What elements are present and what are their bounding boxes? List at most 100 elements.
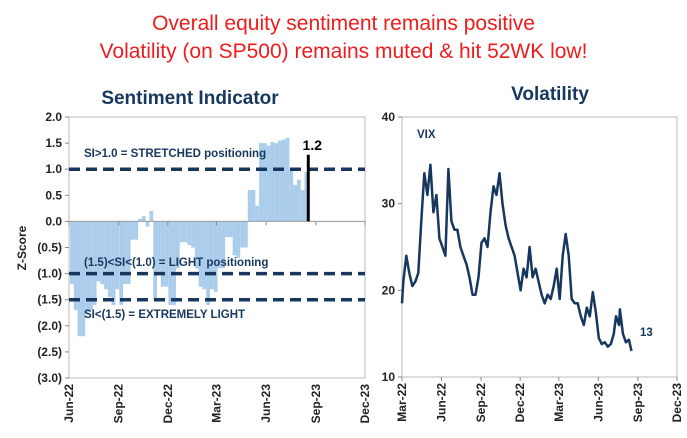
latest-value-label: 1.2 xyxy=(303,137,323,153)
sentiment-x-tick-label: Jun-23 xyxy=(259,384,273,423)
sentiment-bar xyxy=(270,142,275,222)
sentiment-y-tick-label: 1.5 xyxy=(45,136,62,150)
sentiment-bar xyxy=(304,171,309,222)
reference-line-label: SI<(1.5) = EXTREMELY LIGHT xyxy=(84,309,245,321)
sentiment-y-axis-label: Z-Score xyxy=(15,225,29,270)
sentiment-bar xyxy=(213,221,218,292)
sentiment-bar xyxy=(157,221,161,274)
sentiment-bar xyxy=(73,221,78,311)
sentiment-bar xyxy=(134,221,139,240)
sentiment-bar xyxy=(145,221,150,227)
sentiment-bar xyxy=(172,221,176,305)
sentiment-bar xyxy=(175,221,180,269)
sentiment-bar xyxy=(160,221,165,287)
sentiment-x-tick-label: Mar-23 xyxy=(209,384,223,423)
sentiment-bar xyxy=(115,221,120,290)
sentiment-bar xyxy=(88,221,93,311)
vix-y-tick-label: 30 xyxy=(382,197,396,211)
sentiment-y-tick-label: (3.0) xyxy=(37,371,62,385)
vix-x-tick-label: Dec-22 xyxy=(513,383,527,423)
sentiment-bar xyxy=(296,179,301,222)
sentiment-bar xyxy=(232,221,237,256)
sentiment-bar xyxy=(221,221,226,269)
sentiment-y-tick-label: (2.5) xyxy=(37,345,62,359)
sentiment-y-tick-label: (0.5) xyxy=(37,241,62,255)
vix-series-label: VIX xyxy=(417,129,436,141)
sentiment-bar xyxy=(251,190,256,222)
sentiment-bar xyxy=(259,143,263,222)
headline-line-2: Volatility (on SP500) remains muted & hi… xyxy=(99,40,588,63)
sentiment-x-tick-label: Jun-22 xyxy=(62,384,76,423)
sentiment-bar xyxy=(149,210,154,222)
volatility-chart-title: Volatility xyxy=(511,84,589,105)
sentiment-x-tick-label: Sep-23 xyxy=(309,384,323,424)
sentiment-y-tick-label: 0.0 xyxy=(45,214,62,228)
sentiment-bar xyxy=(119,221,124,305)
sentiment-y-tick-label: 2.0 xyxy=(45,110,62,124)
sentiment-bar xyxy=(92,221,97,305)
sentiment-bar xyxy=(236,221,241,258)
sentiment-bar xyxy=(247,190,252,222)
sentiment-bar xyxy=(293,184,297,222)
vix-x-tick-label: Jun-23 xyxy=(591,383,605,422)
vix-x-tick-label: Dec-23 xyxy=(670,383,684,423)
sentiment-bar xyxy=(228,221,233,238)
sentiment-bar xyxy=(206,221,210,305)
sentiment-y-tick-label: 1.0 xyxy=(45,162,62,176)
sentiment-bar xyxy=(240,221,245,248)
sentiment-bar xyxy=(130,221,135,240)
sentiment-bar xyxy=(123,221,127,285)
sentiment-bar xyxy=(217,221,222,269)
sentiment-bar xyxy=(138,218,142,222)
vix-y-tick-label: 20 xyxy=(382,283,396,297)
vix-y-tick-label: 40 xyxy=(382,110,396,124)
sentiment-y-tick-label: (1.0) xyxy=(37,267,62,281)
sentiment-bar xyxy=(202,221,207,290)
sentiment-bar xyxy=(168,221,173,305)
sentiment-bar xyxy=(300,190,305,222)
sentiment-bar xyxy=(107,221,112,298)
sentiment-x-tick-label: Sep-22 xyxy=(112,384,126,424)
vix-x-tick-label: Jun-22 xyxy=(435,383,449,422)
sentiment-bar xyxy=(179,221,184,243)
vix-plot-frame xyxy=(401,116,678,378)
sentiment-bar xyxy=(141,216,146,222)
sentiment-bar xyxy=(289,169,294,222)
sentiment-y-tick-label: (1.5) xyxy=(37,293,62,307)
vix-x-tick-label: Mar-22 xyxy=(395,383,409,422)
sentiment-x-tick-label: Dec-23 xyxy=(358,384,372,424)
sentiment-bar xyxy=(70,221,74,285)
sentiment-y-tick-label: (2.0) xyxy=(37,319,62,333)
sentiment-bar xyxy=(183,221,188,243)
sentiment-bar xyxy=(77,221,82,337)
sentiment-y-tick-label: 0.5 xyxy=(45,188,62,202)
sentiment-bar xyxy=(187,221,192,245)
vix-x-tick-label: Sep-23 xyxy=(631,383,645,423)
reference-line-label: (1.5)<SI<(1.0) = LIGHT positioning xyxy=(84,257,268,269)
sentiment-bar xyxy=(225,221,229,238)
sentiment-bar xyxy=(274,143,279,222)
sentiment-bar xyxy=(81,221,86,337)
vix-latest-label: 13 xyxy=(640,327,653,339)
sentiment-bar xyxy=(111,221,116,305)
sentiment-bar xyxy=(266,145,271,222)
sentiment-bar xyxy=(126,221,131,285)
sentiment-bar xyxy=(100,221,105,285)
sentiment-bar xyxy=(191,221,195,248)
sentiment-bar xyxy=(164,221,169,287)
sentiment-chart-title: Sentiment Indicator xyxy=(101,88,279,109)
sentiment-bar xyxy=(153,221,158,300)
vix-y-tick-label: 10 xyxy=(382,370,396,384)
sentiment-bar xyxy=(85,221,89,313)
vix-line xyxy=(400,163,633,352)
sentiment-bar xyxy=(262,143,267,222)
sentiment-bar xyxy=(194,221,199,269)
reference-line-label: SI>1.0 = STRETCHED positioning xyxy=(84,148,266,160)
sentiment-bar xyxy=(255,205,260,222)
sentiment-x-tick-label: Dec-22 xyxy=(161,384,175,424)
sentiment-bar xyxy=(96,221,101,282)
sentiment-bar xyxy=(244,221,248,248)
vix-x-tick-label: Mar-23 xyxy=(552,383,566,422)
headline-line-1: Overall equity sentiment remains positiv… xyxy=(152,12,535,35)
